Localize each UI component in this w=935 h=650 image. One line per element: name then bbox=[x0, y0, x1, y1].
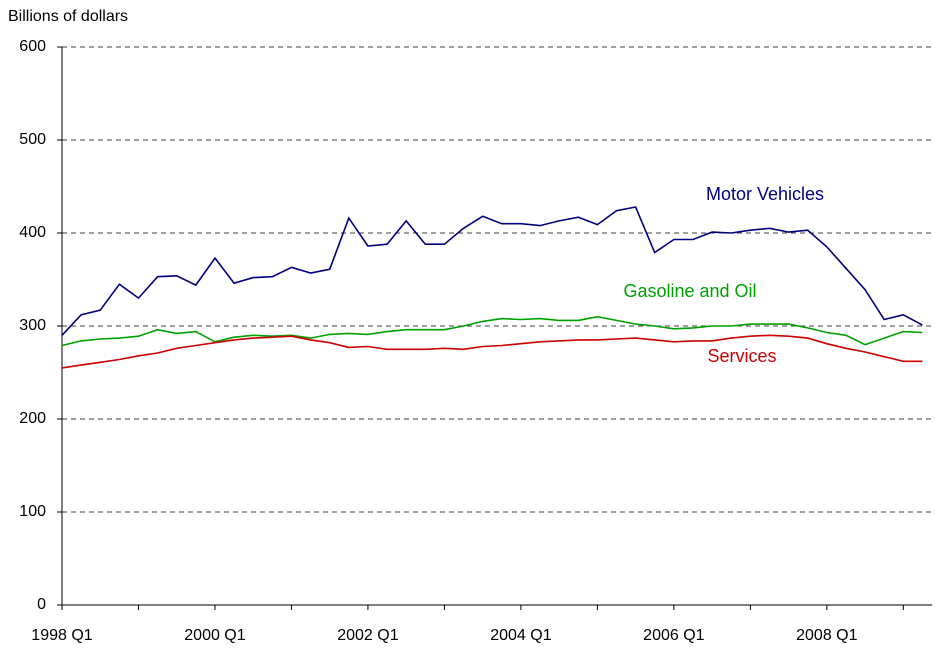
y-axis-label: Billions of dollars bbox=[8, 8, 128, 25]
series-label: Motor Vehicles bbox=[706, 184, 824, 204]
series-label: Services bbox=[707, 346, 776, 366]
series-label: Gasoline and Oil bbox=[623, 281, 756, 301]
series-line bbox=[61, 206, 923, 336]
x-tick-label: 1998 Q1 bbox=[31, 627, 92, 644]
x-tick-label: 2008 Q1 bbox=[796, 627, 857, 644]
x-tick-label: 2004 Q1 bbox=[490, 627, 551, 644]
y-tick-label: 500 bbox=[19, 131, 46, 148]
y-tick-label: 100 bbox=[19, 503, 46, 520]
y-tick-label: 200 bbox=[19, 410, 46, 427]
y-tick-label: 600 bbox=[19, 38, 46, 55]
series-line bbox=[61, 315, 923, 347]
x-tick-label: 2002 Q1 bbox=[337, 627, 398, 644]
x-tick-label: 2000 Q1 bbox=[184, 627, 245, 644]
x-tick-label: 2006 Q1 bbox=[643, 627, 704, 644]
y-tick-label: 300 bbox=[19, 317, 46, 334]
series-line bbox=[61, 334, 923, 369]
y-tick-label: 0 bbox=[37, 596, 46, 613]
y-tick-label: 400 bbox=[19, 224, 46, 241]
